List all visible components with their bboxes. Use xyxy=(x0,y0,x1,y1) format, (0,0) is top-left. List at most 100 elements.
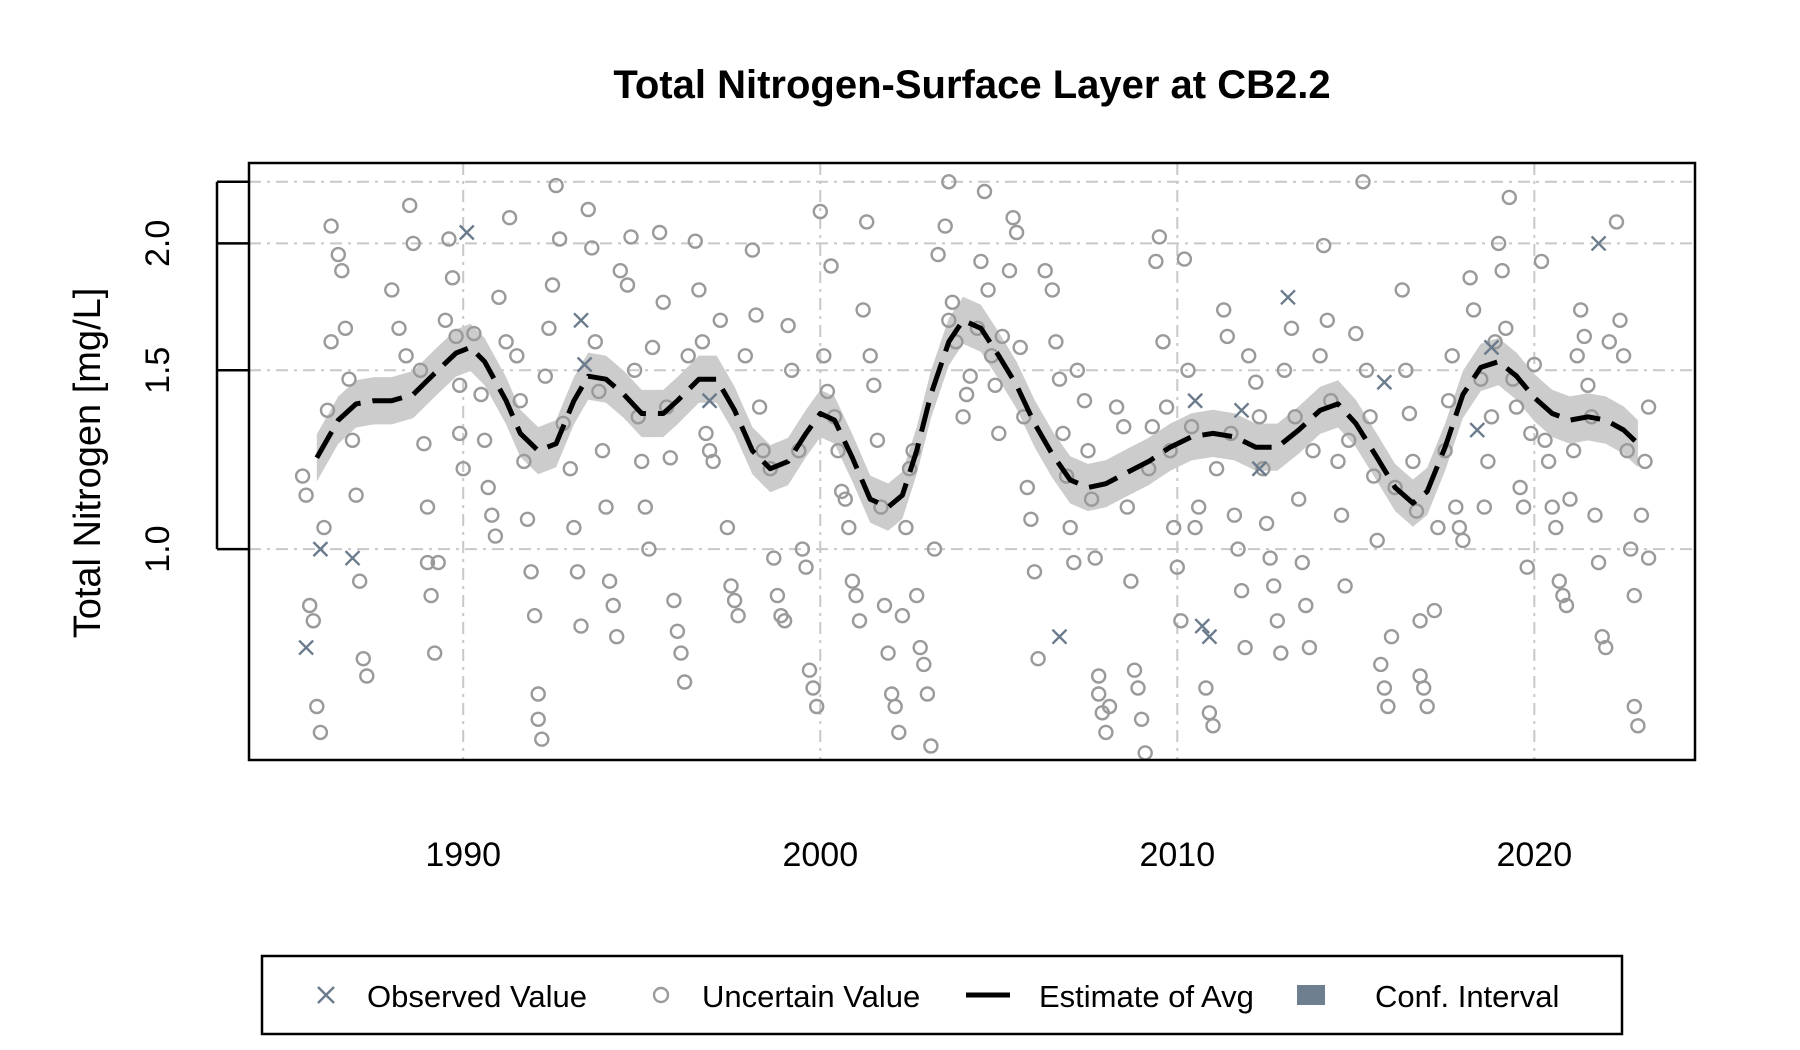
uncertain-point xyxy=(916,656,932,673)
uncertain-point xyxy=(698,425,714,442)
uncertain-point xyxy=(1087,550,1103,566)
uncertain-point xyxy=(551,231,568,247)
uncertain-point xyxy=(666,592,682,609)
uncertain-point xyxy=(1069,362,1086,378)
uncertain-point xyxy=(819,383,836,400)
uncertain-point xyxy=(359,668,375,684)
uncertain-point xyxy=(1044,282,1061,298)
uncertain-point xyxy=(1283,320,1300,336)
uncertain-point xyxy=(805,680,821,696)
uncertain-point xyxy=(1544,499,1560,515)
uncertain-point xyxy=(976,183,993,200)
uncertain-point xyxy=(1165,519,1182,536)
uncertain-point xyxy=(1373,656,1389,673)
uncertain-point xyxy=(298,487,314,503)
uncertain-point xyxy=(705,453,721,470)
uncertain-point xyxy=(312,724,329,741)
uncertain-point xyxy=(412,362,429,378)
uncertain-point xyxy=(1365,468,1382,484)
legend-box xyxy=(260,954,1624,1036)
uncertain-point xyxy=(1248,374,1264,390)
uncertain-point xyxy=(851,613,868,629)
uncertain-point xyxy=(337,320,354,336)
uncertain-point xyxy=(544,277,561,293)
uncertain-point xyxy=(1383,629,1400,645)
uncertain-point xyxy=(573,618,589,634)
observed-point xyxy=(1194,618,1211,634)
uncertain-point xyxy=(634,453,650,470)
observed-point-stroke xyxy=(298,639,314,656)
uncertain-point xyxy=(601,573,618,589)
uncertain-point xyxy=(1401,405,1418,422)
uncertain-point xyxy=(1123,573,1139,589)
uncertain-point xyxy=(569,564,586,580)
uncertain-point xyxy=(1315,237,1332,254)
uncertain-point xyxy=(480,479,496,496)
uncertain-point xyxy=(1258,515,1275,532)
uncertain-point xyxy=(484,507,500,523)
uncertain-point xyxy=(909,587,925,604)
uncertain-point xyxy=(884,686,900,702)
uncertain-point xyxy=(1572,302,1589,318)
uncertain-point xyxy=(1133,711,1150,727)
uncertain-point xyxy=(655,294,671,310)
uncertain-point xyxy=(794,541,811,557)
uncertain-point xyxy=(1012,339,1028,356)
uncertain-point xyxy=(1090,686,1107,702)
observed-point xyxy=(1051,628,1068,645)
uncertain-point xyxy=(1030,651,1046,667)
uncertain-point xyxy=(1512,479,1528,496)
uncertain-point xyxy=(352,573,368,589)
uncertain-point xyxy=(1176,251,1193,267)
uncertain-point xyxy=(1262,550,1278,566)
uncertain-point xyxy=(809,698,825,715)
uncertain-point xyxy=(1608,214,1625,230)
uncertain-point xyxy=(1387,479,1403,496)
uncertain-point xyxy=(1090,668,1107,684)
uncertain-point xyxy=(1183,419,1200,435)
uncertain-point xyxy=(723,578,739,594)
uncertain-point xyxy=(1119,499,1136,515)
uncertain-point xyxy=(305,613,321,629)
estimate-line xyxy=(314,317,1640,510)
uncertain-point xyxy=(1394,282,1410,298)
uncertain-point xyxy=(330,246,346,263)
uncertain-point xyxy=(1058,468,1075,484)
uncertain-point xyxy=(594,443,611,459)
uncertain-point xyxy=(941,312,957,328)
uncertain-point xyxy=(923,738,939,754)
uncertain-point xyxy=(466,325,482,342)
observed-point xyxy=(312,541,329,557)
uncertain-point xyxy=(969,320,986,336)
uncertain-point xyxy=(1498,320,1514,336)
uncertain-point xyxy=(1622,541,1639,557)
uncertain-point xyxy=(530,711,546,727)
observed-point-stroke xyxy=(573,312,589,329)
uncertain-point xyxy=(1108,399,1125,415)
uncertain-point xyxy=(919,686,936,702)
observed-point xyxy=(573,312,589,329)
uncertain-point xyxy=(737,348,753,364)
uncertain-point xyxy=(1626,698,1643,715)
uncertain-point xyxy=(1158,399,1175,415)
uncertain-point xyxy=(1501,189,1518,206)
uncertain-point xyxy=(816,348,832,364)
uncertain-point xyxy=(644,339,661,356)
uncertain-point xyxy=(876,597,893,614)
uncertain-point xyxy=(751,399,768,415)
uncertain-point xyxy=(848,587,864,604)
uncertain-point xyxy=(323,334,339,350)
uncertain-point xyxy=(1526,356,1543,373)
uncertain-point xyxy=(926,541,943,557)
uncertain-point xyxy=(1340,432,1357,448)
uncertain-point xyxy=(437,312,454,328)
uncertain-point xyxy=(334,263,350,279)
uncertain-point xyxy=(487,528,504,544)
uncertain-point xyxy=(944,294,961,310)
x-tick-label: 1990 xyxy=(425,836,501,874)
uncertain-point xyxy=(405,235,421,252)
observed-point-stroke xyxy=(344,550,361,566)
uncertain-point xyxy=(566,519,582,536)
uncertain-point xyxy=(1473,371,1489,387)
uncertain-point xyxy=(473,386,489,403)
